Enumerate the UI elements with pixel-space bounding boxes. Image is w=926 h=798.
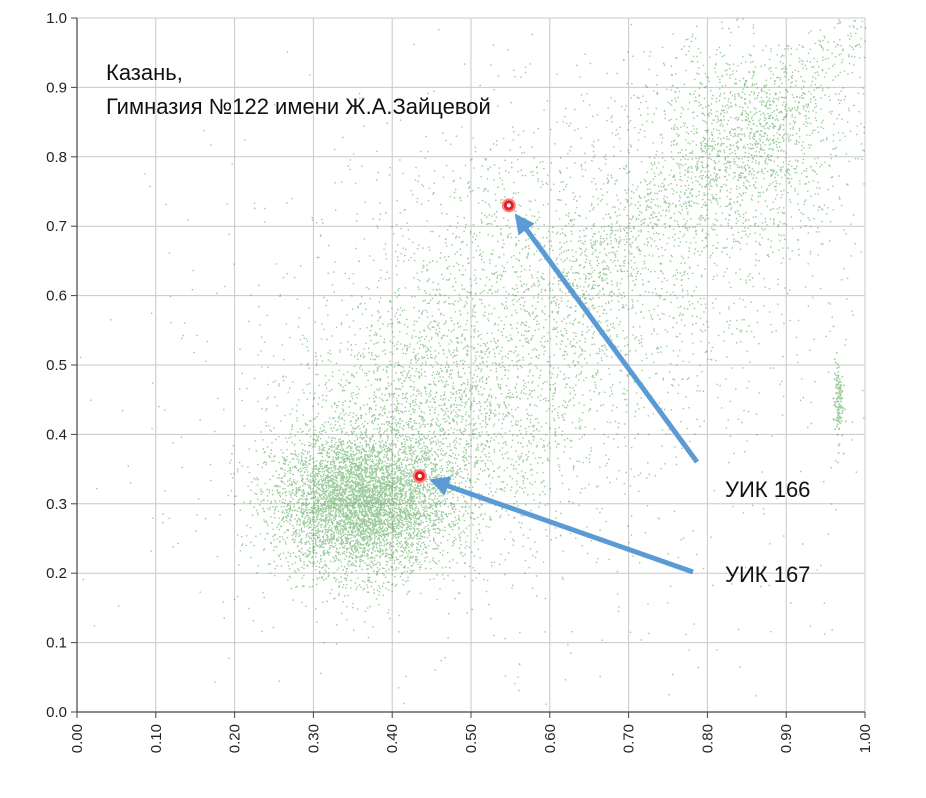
x-tick-label: 0.50 — [463, 724, 480, 753]
highlight-point — [501, 198, 516, 213]
highlight-point-center — [417, 474, 422, 479]
title-line-2: Гимназия №122 имени Ж.А.Зайцевой — [106, 94, 491, 119]
highlight-point-center — [506, 203, 511, 208]
x-tick-label: 0.80 — [699, 724, 716, 753]
highlight-point — [412, 469, 427, 484]
y-axis-ticks: 0.0 0.1 0.2 0.3 0.4 0.5 0.6 0.7 0.8 0.9 1.0 — [46, 10, 77, 721]
annotation-arrow — [514, 213, 700, 464]
scatter-points — [79, 18, 867, 705]
y-tick-label: 0.5 — [46, 357, 67, 374]
y-tick-label: 0.1 — [46, 635, 67, 652]
annotation-label-166: УИК 166 — [725, 477, 810, 502]
y-tick-label: 0.0 — [46, 704, 67, 721]
x-axis-ticks: 0.00 0.10 0.20 0.30 0.40 0.50 0.60 0.70 0.80 0.90… — [69, 712, 874, 753]
title-line-1: Казань, — [106, 60, 183, 85]
scatter-point-cloud — [79, 18, 867, 705]
chart-title: Казань, Гимназия №122 имени Ж.А.Зайцевой — [106, 60, 491, 119]
x-tick-label: 0.00 — [69, 724, 86, 753]
annotation-arrows — [429, 213, 700, 575]
y-tick-label: 0.6 — [46, 288, 67, 305]
y-tick-label: 0.9 — [46, 79, 67, 96]
x-tick-label: 1.00 — [857, 724, 874, 753]
y-tick-label: 0.2 — [46, 565, 67, 582]
annotation-label-167: УИК 167 — [725, 562, 810, 587]
x-tick-label: 0.60 — [542, 724, 559, 753]
y-tick-label: 0.8 — [46, 149, 67, 166]
y-tick-label: 1.0 — [46, 10, 67, 27]
annotation-arrow — [429, 476, 694, 575]
y-tick-label: 0.7 — [46, 218, 67, 235]
x-tick-label: 0.20 — [227, 724, 244, 753]
grid-lines — [76, 17, 866, 713]
annotation-labels: УИК 166 УИК 167 — [725, 477, 810, 587]
x-tick-label: 0.70 — [621, 724, 638, 753]
highlight-markers — [412, 198, 516, 484]
x-tick-label: 0.40 — [384, 724, 401, 753]
x-tick-label: 0.10 — [148, 724, 165, 753]
x-tick-label: 0.30 — [305, 724, 322, 753]
x-tick-label: 0.90 — [778, 724, 795, 753]
y-tick-label: 0.4 — [46, 426, 67, 443]
y-tick-label: 0.3 — [46, 496, 67, 513]
